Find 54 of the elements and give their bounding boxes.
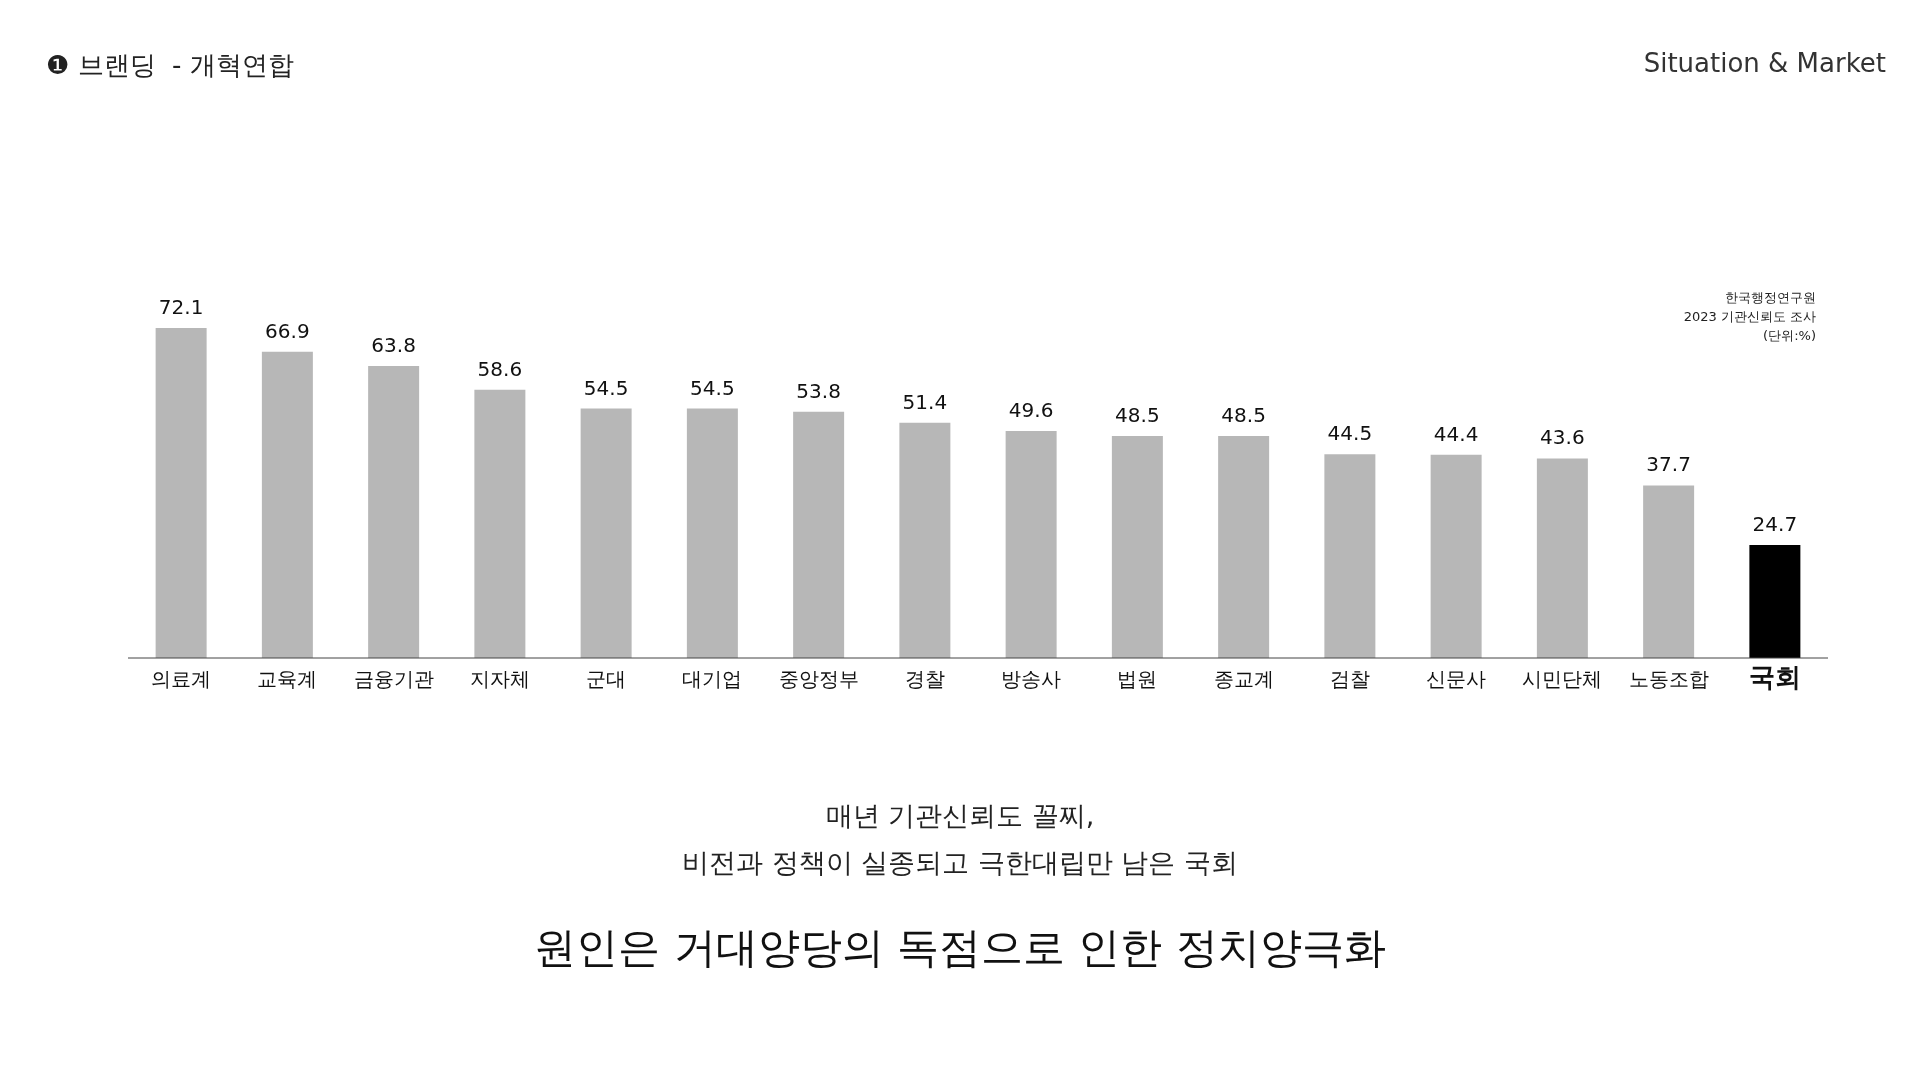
x-tick-label: 법원 bbox=[1117, 667, 1158, 691]
x-tick-label: 중앙정부 bbox=[778, 667, 859, 691]
data-label: 49.6 bbox=[1008, 397, 1054, 422]
bar bbox=[474, 389, 526, 658]
bar bbox=[1111, 436, 1163, 658]
x-tick-label: 금융기관 bbox=[353, 667, 434, 691]
data-label: 51.4 bbox=[902, 389, 948, 414]
data-label: 72.1 bbox=[158, 295, 204, 319]
bar bbox=[1749, 544, 1801, 658]
x-tick-label: 교육계 bbox=[257, 667, 318, 691]
x-tick-label: 지자체 bbox=[469, 667, 530, 691]
data-label: 44.5 bbox=[1327, 421, 1373, 446]
data-label: 37.7 bbox=[1646, 452, 1691, 477]
data-label: 44.4 bbox=[1433, 421, 1479, 446]
text: 비전과 정책이 실종되고 극한대립만 남은 국회 bbox=[681, 846, 1239, 880]
bar bbox=[1218, 436, 1270, 658]
bar bbox=[261, 351, 313, 658]
data-label: 63.8 bbox=[371, 332, 416, 357]
bar bbox=[368, 365, 420, 658]
x-tick-label: 방송사 bbox=[1001, 667, 1062, 691]
data-label: 43.6 bbox=[1540, 425, 1585, 450]
data-label: 53.8 bbox=[796, 378, 841, 403]
x-tick-label: 군대 bbox=[586, 667, 627, 691]
bar bbox=[1643, 485, 1695, 658]
bar bbox=[580, 408, 632, 658]
bar bbox=[1536, 458, 1588, 658]
annotation: 한국행정연구원 2023 기관신뢰도 조사 (단위:%) bbox=[1683, 289, 1816, 345]
data-label: 58.6 bbox=[477, 356, 523, 381]
bar bbox=[155, 328, 207, 658]
x-tick-label: 종교계 bbox=[1213, 667, 1274, 691]
x-tick-label: 시민단체 bbox=[1522, 667, 1603, 691]
x-tick-label: 신문사 bbox=[1426, 667, 1487, 691]
x-tick-label: 경찰 bbox=[904, 667, 945, 691]
x-tick-label: 의료계 bbox=[151, 667, 212, 691]
text: 원인은 거대양당의 독점으로 인한 정치양극화 bbox=[533, 922, 1387, 974]
bar bbox=[1324, 454, 1376, 658]
bar bbox=[686, 408, 738, 658]
bar bbox=[1430, 454, 1482, 658]
bar bbox=[899, 422, 951, 658]
data-label: 24.7 bbox=[1752, 511, 1798, 536]
x-tick-label: 대기업 bbox=[682, 667, 743, 691]
x-tick-label: 검찰 bbox=[1329, 667, 1370, 691]
bar bbox=[1005, 430, 1057, 658]
text: Situation & Market bbox=[1643, 48, 1886, 78]
data-label: 66.9 bbox=[265, 318, 310, 343]
bar bbox=[793, 411, 845, 658]
data-label: 48.5 bbox=[1115, 403, 1160, 428]
chart-title: ❶ 브랜딩 - 개혁연합 bbox=[46, 49, 294, 82]
data-label: 54.5 bbox=[583, 375, 629, 400]
data-label: 48.5 bbox=[1221, 403, 1266, 428]
data-label: 54.5 bbox=[690, 375, 735, 400]
x-tick-label: 노동조합 bbox=[1628, 667, 1709, 691]
text: 매년 기관신뢰도 꼴찌, bbox=[824, 799, 1096, 833]
x-tick-label: 국회 bbox=[1748, 662, 1801, 692]
